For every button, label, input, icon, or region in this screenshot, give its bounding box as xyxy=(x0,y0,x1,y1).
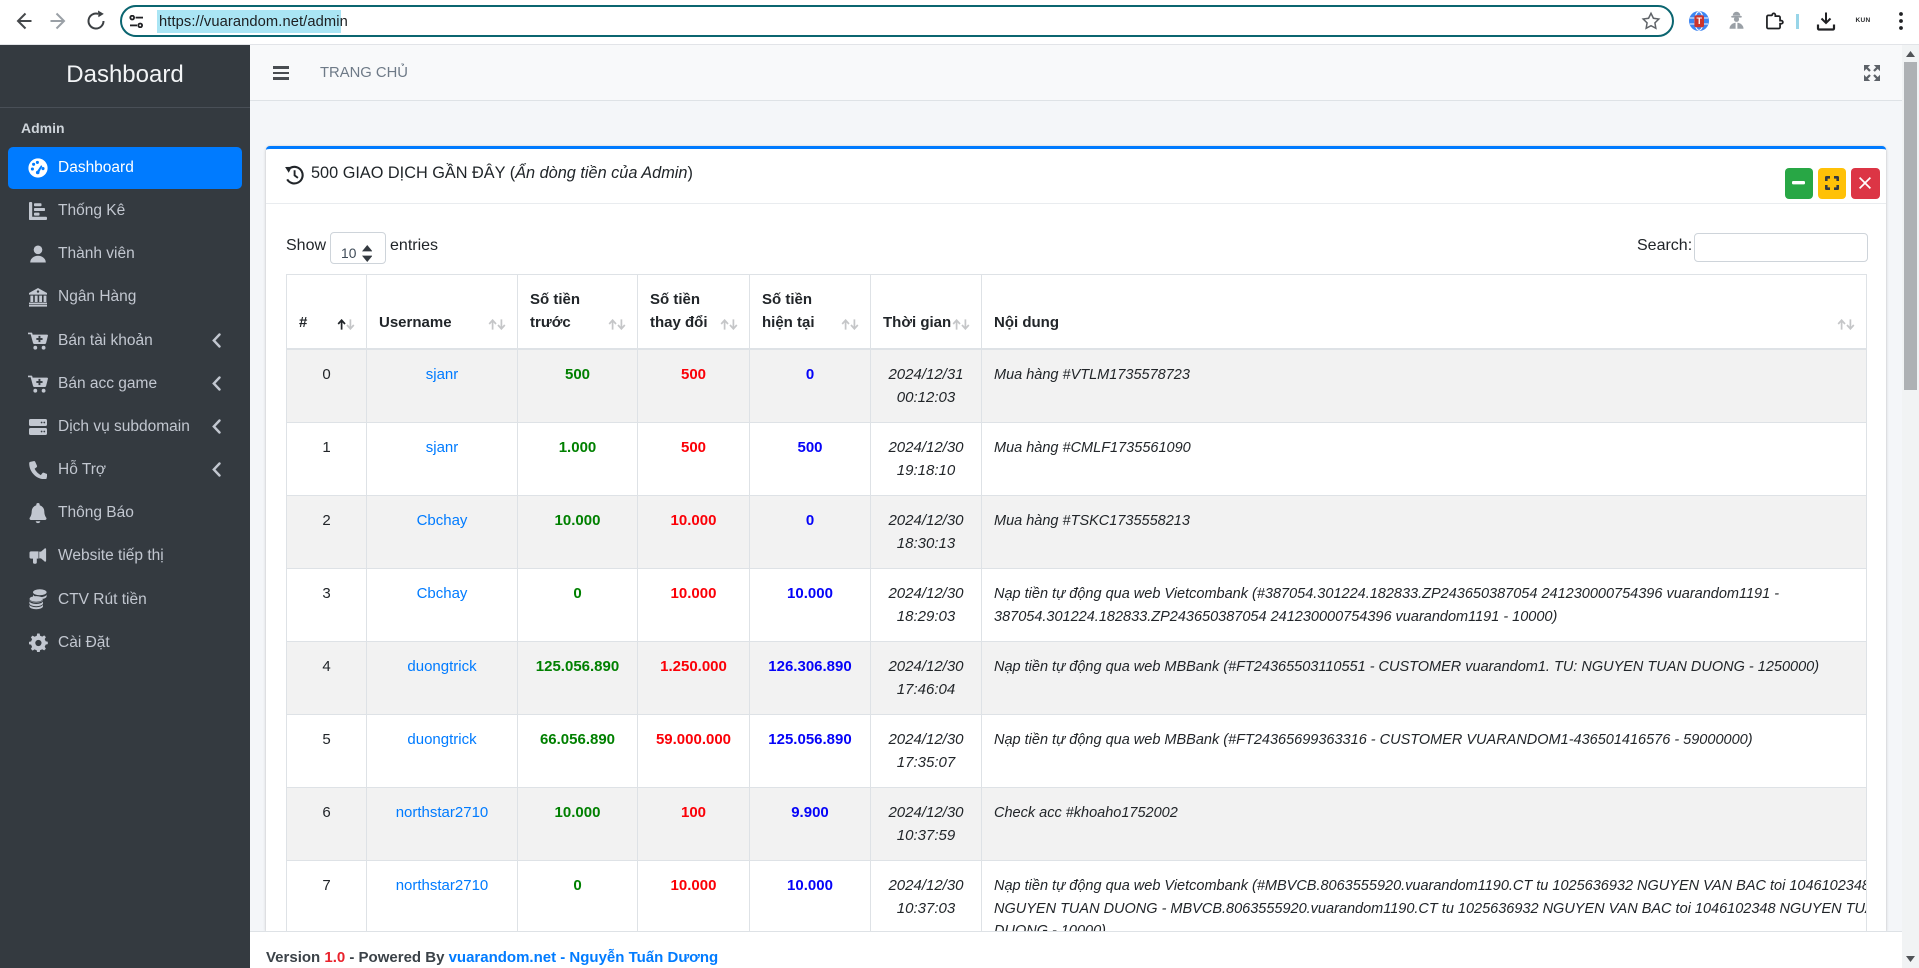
svg-text:T: T xyxy=(1696,16,1702,26)
